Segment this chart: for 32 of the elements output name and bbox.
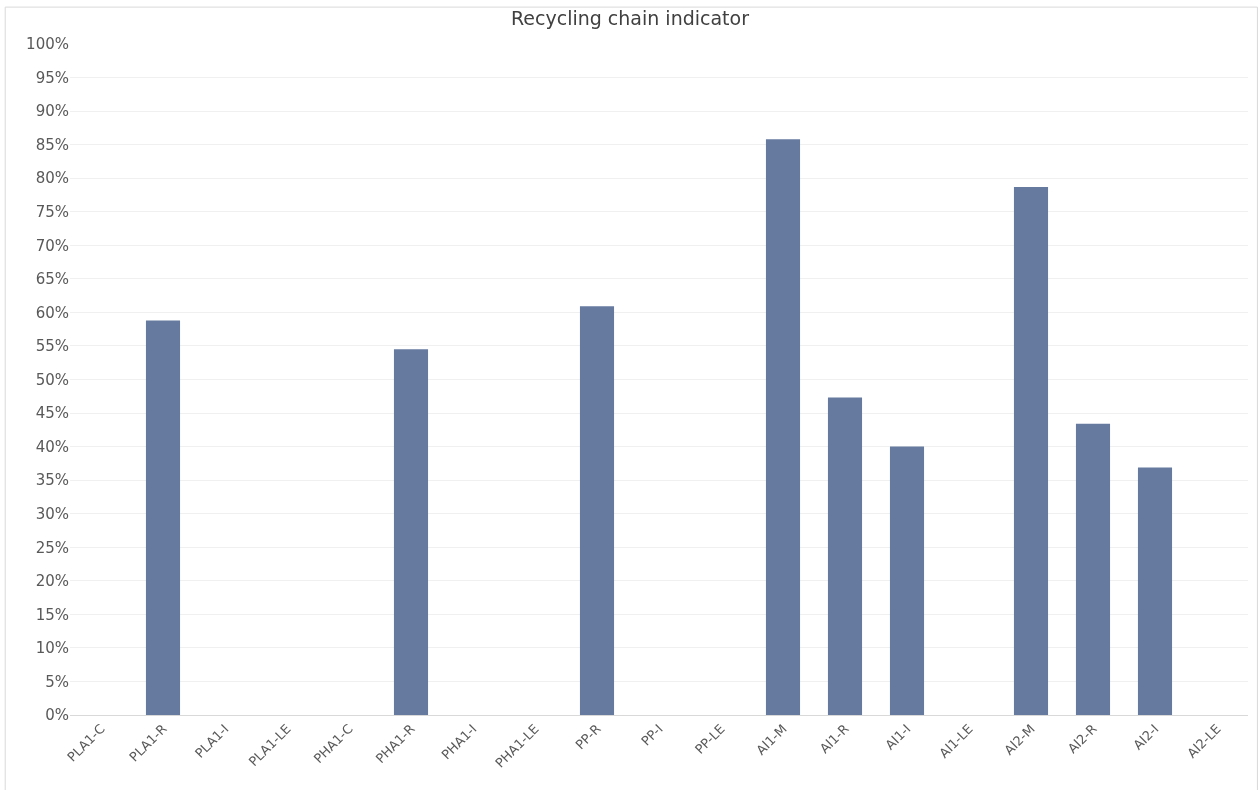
y-tick-label: 40%	[35, 437, 69, 456]
y-tick-label: 75%	[35, 203, 69, 221]
x-tick-label: PP-I	[638, 721, 666, 749]
y-tick-label: 55%	[35, 337, 69, 356]
y-tick-label: 90%	[35, 102, 69, 121]
y-tick-label: 100%	[26, 35, 69, 54]
y-tick-label: 10%	[35, 639, 69, 658]
y-tick-label: 85%	[35, 135, 69, 154]
y-tick-label: 45%	[35, 404, 69, 423]
bar	[579, 306, 615, 715]
chart-title: Recycling chain indicator	[510, 7, 750, 30]
bar	[1137, 467, 1173, 715]
bar	[393, 349, 429, 715]
bar	[827, 397, 863, 715]
y-tick-label: 5%	[45, 672, 69, 691]
bar	[145, 320, 181, 715]
bar	[1013, 186, 1049, 715]
bar	[889, 446, 925, 715]
y-tick-label: 0%	[45, 706, 69, 725]
y-tick-label: 65%	[35, 270, 69, 289]
y-tick-label: 50%	[35, 370, 69, 389]
bar	[1075, 423, 1111, 715]
y-tick-label: 25%	[35, 538, 69, 557]
bar	[765, 139, 801, 715]
y-tick-label: 95%	[35, 68, 69, 87]
y-tick-label: 35%	[35, 471, 69, 490]
y-tick-label: 70%	[35, 236, 69, 255]
y-tick-label: 15%	[35, 605, 69, 624]
y-tick-label: 80%	[35, 169, 69, 188]
y-tick-label: 30%	[35, 504, 69, 523]
y-tick-label: 60%	[35, 303, 69, 322]
y-tick-label: 20%	[35, 572, 69, 591]
